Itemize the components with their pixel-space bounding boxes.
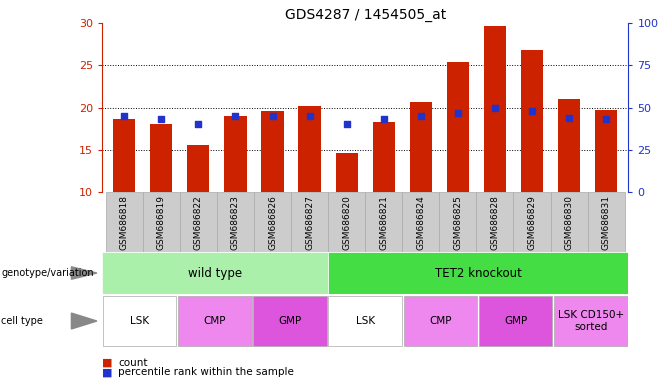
Bar [551,192,588,252]
Text: CMP: CMP [429,316,451,326]
Bar [513,192,551,252]
Point [490,104,500,111]
Point [527,108,538,114]
Text: GSM686819: GSM686819 [157,195,166,250]
Text: GSM686820: GSM686820 [342,195,351,250]
Text: GMP: GMP [278,316,301,326]
Text: cell type: cell type [1,316,43,326]
Text: GSM686822: GSM686822 [194,195,203,250]
Bar [102,252,328,294]
Text: GSM686821: GSM686821 [379,195,388,250]
Title: GDS4287 / 1454505_at: GDS4287 / 1454505_at [284,8,446,22]
Bar [554,296,628,346]
Text: percentile rank within the sample: percentile rank within the sample [118,367,294,377]
Bar [484,26,506,192]
Polygon shape [71,267,97,279]
Bar [224,116,247,192]
Point [342,121,352,127]
Bar [254,192,291,252]
Bar [217,192,254,252]
Text: ■: ■ [102,358,113,368]
Text: GSM686825: GSM686825 [453,195,463,250]
Bar [150,124,172,192]
Bar [336,153,358,192]
Bar [372,122,395,192]
Bar [403,296,477,346]
Bar [402,192,440,252]
Bar [476,192,513,252]
Bar [595,110,617,192]
Bar [328,252,628,294]
Bar [291,192,328,252]
Point [156,116,166,122]
Text: LSK: LSK [355,316,375,326]
Text: genotype/variation: genotype/variation [1,268,94,278]
Bar [365,192,402,252]
Bar [521,50,543,192]
Bar [103,296,176,346]
Point [119,113,130,119]
Bar [328,296,402,346]
Bar [261,111,284,192]
Point [193,121,203,127]
Text: GSM686829: GSM686829 [528,195,536,250]
Bar [558,99,580,192]
Text: GSM686827: GSM686827 [305,195,314,250]
Bar [113,119,136,192]
Point [378,116,389,122]
Text: GSM686830: GSM686830 [565,195,574,250]
Text: GSM686818: GSM686818 [120,195,129,250]
Bar [188,145,209,192]
Point [304,113,315,119]
Text: TET2 knockout: TET2 knockout [434,266,521,280]
Text: GSM686826: GSM686826 [268,195,277,250]
Bar [143,192,180,252]
Point [416,113,426,119]
Bar [180,192,217,252]
Point [267,113,278,119]
Text: GSM686823: GSM686823 [231,195,240,250]
Text: GSM686828: GSM686828 [490,195,499,250]
Text: ■: ■ [102,367,113,377]
Bar [447,62,469,192]
Bar [410,103,432,192]
Bar [588,192,624,252]
Bar [299,106,320,192]
Text: CMP: CMP [203,316,226,326]
Text: LSK: LSK [130,316,149,326]
Bar [479,296,553,346]
Text: GSM686824: GSM686824 [417,195,425,250]
Text: count: count [118,358,148,368]
Point [564,114,574,121]
Bar [178,296,251,346]
Bar [328,192,365,252]
Point [230,113,241,119]
Text: wild type: wild type [188,266,242,280]
Bar [253,296,327,346]
Polygon shape [71,313,97,329]
Text: GMP: GMP [504,316,527,326]
Bar [106,192,143,252]
Point [453,109,463,116]
Text: GSM686831: GSM686831 [601,195,611,250]
Point [601,116,611,122]
Bar [440,192,476,252]
Text: LSK CD150+
sorted: LSK CD150+ sorted [558,310,624,332]
